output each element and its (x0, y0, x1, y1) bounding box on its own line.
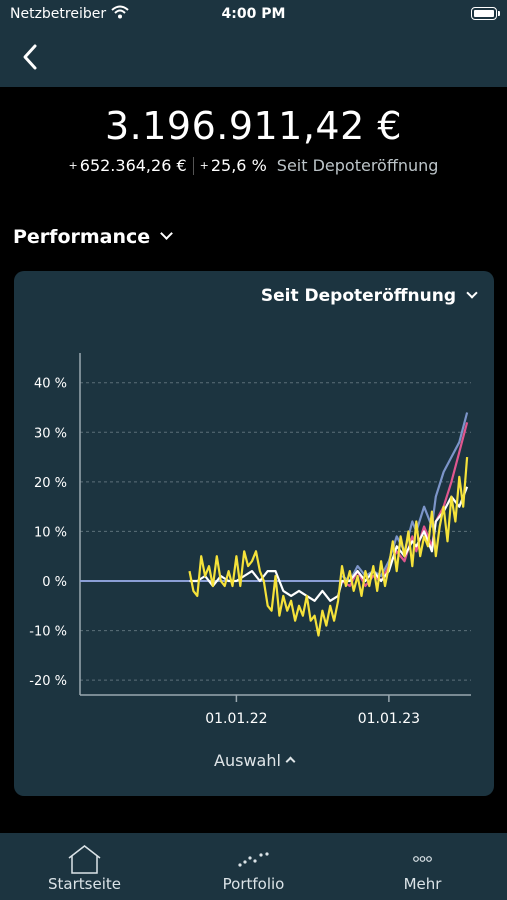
performance-dropdown[interactable]: Performance (13, 226, 174, 248)
nav-bar (0, 28, 507, 87)
y-tick-label: 30 % (34, 426, 67, 441)
tab-label: Portfolio (222, 875, 285, 893)
tab-label: Startseite (48, 875, 121, 893)
battery-icon (471, 7, 500, 20)
change-sign: + (68, 159, 78, 172)
selection-toggle-label: Auswahl (214, 751, 281, 770)
tab-startseite[interactable]: Startseite (0, 833, 169, 900)
more-dots-icon (413, 856, 432, 862)
chart-dots-icon (238, 852, 269, 867)
performance-chart-card: 40 % 30 % 20 % 10 % 0 % -10 % -20 % 01.01.22 01.… (14, 271, 494, 796)
x-tick-label: 01.01.22 (205, 711, 267, 727)
portfolio-change: +652.364,26 € +25,6 % Seit Depoteröffnung (0, 156, 507, 175)
x-tick-label: 01.01.23 (358, 711, 420, 727)
chevron-up-icon (285, 756, 296, 767)
performance-chart: 40 % 30 % 20 % 10 % 0 % -10 % -20 % 01.01.22 01.… (29, 353, 471, 727)
portfolio-total-value: 3.196.911,42 € (104, 104, 403, 148)
tab-portfolio[interactable]: Portfolio (169, 833, 338, 900)
change-sign: + (199, 159, 209, 172)
tab-label: Mehr (403, 875, 442, 893)
divider (192, 157, 194, 175)
range-dropdown[interactable]: Seit Depoteröffnung (260, 286, 478, 306)
tab-bar: Startseite Portfolio Mehr (0, 833, 507, 900)
chevron-down-icon (466, 287, 478, 299)
y-tick-label: 20 % (34, 476, 67, 491)
status-bar: Netzbetreiber 4:00 PM (0, 0, 507, 28)
series-line-2 (189, 486, 469, 602)
y-tick-label: 40 % (34, 377, 67, 392)
change-percent: 25,6 % (210, 156, 267, 175)
tab-mehr[interactable]: Mehr (338, 833, 507, 900)
y-tick-label: 10 % (34, 525, 67, 540)
series-line-3 (188, 457, 469, 637)
change-period-label: Seit Depoteröffnung (276, 156, 439, 175)
y-tick-label: -20 % (29, 674, 67, 689)
chevron-down-icon (160, 227, 174, 240)
home-icon (68, 845, 101, 874)
change-absolute: 652.364,26 € (79, 156, 187, 175)
range-dropdown-label: Seit Depoteröffnung (260, 286, 456, 306)
carrier-name: Netzbetreiber (10, 6, 107, 22)
wifi-icon (111, 5, 129, 19)
clock: 4:00 PM (221, 6, 286, 22)
chevron-left-icon[interactable] (16, 42, 46, 72)
y-tick-label: -10 % (29, 625, 67, 640)
performance-dropdown-label: Performance (13, 226, 151, 248)
selection-toggle[interactable]: Auswahl (14, 751, 494, 770)
y-tick-label: 0 % (42, 575, 67, 590)
